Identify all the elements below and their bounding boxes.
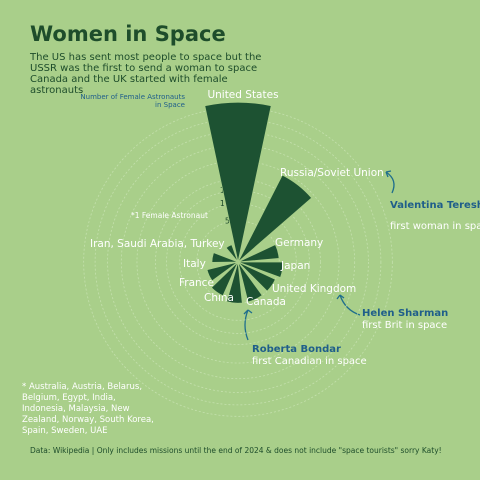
grid-ring xyxy=(83,107,393,417)
category-label: Italy xyxy=(183,258,206,270)
subtitle: The US has sent most people to space but… xyxy=(30,52,262,96)
grid-ring xyxy=(179,203,297,321)
wedge xyxy=(237,261,276,292)
chart-title: Women in Space xyxy=(30,22,226,46)
category-label: Russia/Soviet Union xyxy=(280,167,384,179)
category-label: Iran, Saudi Arabia, Turkey xyxy=(90,238,225,250)
category-label: Germany xyxy=(275,237,323,249)
wedge xyxy=(237,261,284,278)
wedge xyxy=(237,261,263,303)
wedge xyxy=(206,261,239,282)
wedge xyxy=(226,261,243,304)
wedge xyxy=(237,244,280,263)
wedge xyxy=(237,174,313,263)
wedge xyxy=(204,101,272,263)
category-label: *1 Female Astronaut xyxy=(131,211,208,220)
axis-title: Number of Female Astronauts in Space xyxy=(80,93,185,109)
annotation-text: first Canadian in space xyxy=(252,356,367,367)
category-label: Canada xyxy=(246,296,286,308)
annotation-text: first woman in space xyxy=(390,221,480,232)
category-label: United Kingdom xyxy=(272,283,356,295)
annotation-name: Roberta Bondar xyxy=(252,344,341,355)
r-tick-label: 5 xyxy=(225,216,230,225)
footnote: * Australia, Austria, Belarus, Belgium, … xyxy=(22,382,154,436)
wedge xyxy=(210,261,239,297)
source: Data: Wikipedia | Only includes missions… xyxy=(30,446,442,455)
annotation-name: Helen Sharman xyxy=(362,308,448,319)
annotation-text: first Brit in space xyxy=(362,320,447,331)
grid-ring xyxy=(136,160,340,364)
annotations: Valentina Tereshkova first woman in spac… xyxy=(252,200,480,367)
category-label: United States xyxy=(207,89,278,101)
wedge xyxy=(225,244,239,263)
r-tick-label: 10 xyxy=(220,199,230,208)
wedge xyxy=(211,252,239,263)
category-label: Japan xyxy=(280,260,310,272)
category-label: China xyxy=(204,292,234,304)
annotation-name: Valentina Tereshkova xyxy=(390,200,480,211)
category-label: France xyxy=(179,277,214,289)
grid-ring xyxy=(107,131,369,393)
